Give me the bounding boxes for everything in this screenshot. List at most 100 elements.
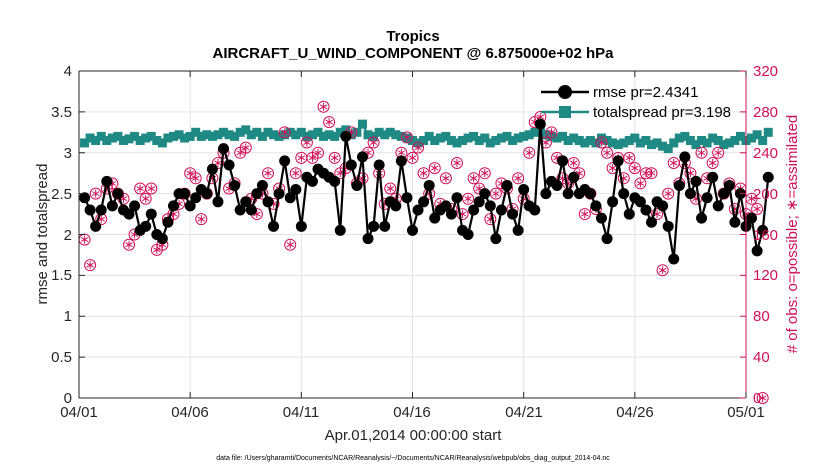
- obs-count-marker: [323, 116, 336, 129]
- y-right-tick-label: 120: [753, 267, 778, 284]
- totalspread-marker: [763, 127, 773, 137]
- obs-count-marker: [195, 213, 208, 226]
- obs-assimilated-star: [319, 104, 328, 110]
- obs-possible-circle: [662, 187, 675, 200]
- obs-possible-circle: [512, 172, 525, 185]
- obs-possible-circle: [428, 162, 441, 175]
- obs-assimilated-star: [197, 216, 205, 222]
- totalspread-marker: [202, 130, 212, 140]
- totalspread-marker: [435, 133, 445, 143]
- y-right-tick-label: 0: [753, 390, 761, 407]
- obs-count-marker: [539, 136, 552, 149]
- obs-possible-circle: [645, 167, 658, 180]
- legend: rmse pr=2.4341 totalspread pr=3.198: [541, 84, 731, 121]
- obs-count-marker: [662, 187, 675, 200]
- obs-possible-circle: [439, 172, 452, 185]
- obs-assimilated-star: [347, 129, 356, 135]
- obs-count-marker: [467, 172, 480, 185]
- legend-spread-label: totalspread pr=3.198: [593, 104, 731, 121]
- totalspread-marker: [146, 131, 156, 141]
- totalspread-marker: [619, 138, 629, 148]
- totalspread-marker: [708, 133, 718, 143]
- legend-rmse-label: rmse pr=2.4341: [593, 84, 698, 101]
- totalspread-marker: [207, 131, 217, 141]
- y-tick-label: 3: [64, 145, 72, 162]
- rmse-marker: [646, 216, 658, 228]
- obs-count-marker: [239, 141, 252, 154]
- totalspread-marker: [724, 138, 734, 148]
- rmse-marker: [684, 188, 696, 200]
- obs-count-marker: [384, 182, 397, 195]
- totalspread-marker: [685, 135, 695, 145]
- rmse-marker: [218, 143, 230, 155]
- obs-possible-circle: [278, 126, 291, 139]
- obs-possible-circle: [567, 156, 580, 169]
- rmse-marker: [657, 200, 669, 212]
- obs-assimilated-star: [547, 129, 556, 135]
- obs-possible-circle: [623, 151, 636, 164]
- rmse-marker: [262, 196, 274, 208]
- totalspread-marker: [269, 130, 279, 140]
- x-tick-label: 04/11: [283, 404, 319, 421]
- totalspread-marker: [319, 131, 329, 141]
- obs-count-marker: [645, 167, 658, 180]
- obs-assimilated-star: [125, 242, 133, 248]
- x-tick-label: 04/16: [393, 404, 431, 421]
- obs-assimilated-star: [330, 155, 339, 161]
- obs-assimilated-star: [597, 140, 606, 145]
- rmse-marker: [240, 196, 252, 208]
- rmse-marker: [712, 200, 724, 212]
- rmse-marker: [757, 224, 769, 236]
- rmse-marker: [590, 200, 602, 212]
- obs-assimilated-star: [364, 150, 372, 156]
- y-right-tick-label: 240: [753, 145, 778, 162]
- totalspread-marker: [563, 135, 573, 145]
- rmse-marker: [634, 196, 646, 208]
- obs-assimilated-star: [758, 395, 767, 401]
- totalspread-marker: [702, 138, 712, 148]
- totalspread-marker: [469, 131, 479, 141]
- rmse-marker: [95, 204, 107, 216]
- obs-possible-circle: [139, 192, 152, 205]
- totalspread-marker: [585, 135, 595, 145]
- totalspread-marker: [157, 138, 167, 148]
- rmse-marker: [729, 216, 741, 228]
- totalspread-marker: [96, 131, 106, 141]
- rmse-marker: [379, 220, 391, 232]
- obs-count-marker: [295, 151, 308, 164]
- obs-count-marker: [450, 156, 463, 169]
- totalspread-marker: [474, 135, 484, 145]
- obs-assimilated-star: [492, 191, 500, 197]
- rmse-marker: [473, 196, 485, 208]
- obs-assimilated-star: [264, 170, 272, 176]
- obs-possible-circle: [261, 167, 274, 180]
- totalspread-marker: [291, 130, 301, 140]
- totalspread-marker: [452, 138, 462, 148]
- y-tick-label: 3.5: [51, 104, 72, 121]
- obs-assimilated-star: [386, 186, 394, 191]
- y-right-tick-label: 280: [753, 104, 778, 121]
- rmse-marker: [90, 220, 102, 232]
- rmse-marker: [507, 208, 519, 220]
- totalspread-marker: [524, 130, 534, 140]
- rmse-marker: [362, 233, 374, 245]
- totalspread-marker: [413, 138, 423, 148]
- totalspread-marker: [107, 133, 117, 143]
- totalspread-marker: [263, 127, 273, 137]
- chart-title: Tropics: [386, 28, 439, 45]
- rmse-marker: [495, 204, 507, 216]
- obs-count-marker: [189, 172, 202, 185]
- totalspread-marker: [374, 127, 384, 137]
- obs-possible-circle: [462, 192, 475, 205]
- obs-possible-circle: [317, 100, 330, 113]
- obs-count-marker: [623, 151, 636, 164]
- obs-possible-circle: [123, 238, 136, 251]
- rmse-marker: [423, 179, 435, 191]
- obs-assimilated-star: [464, 196, 472, 202]
- x-tick-label: 04/06: [171, 404, 209, 421]
- totalspread-marker: [624, 135, 634, 145]
- obs-possible-circle: [478, 167, 491, 180]
- totalspread-marker: [85, 133, 95, 143]
- obs-assimilated-star: [569, 160, 578, 166]
- obs-assimilated-star: [658, 267, 667, 273]
